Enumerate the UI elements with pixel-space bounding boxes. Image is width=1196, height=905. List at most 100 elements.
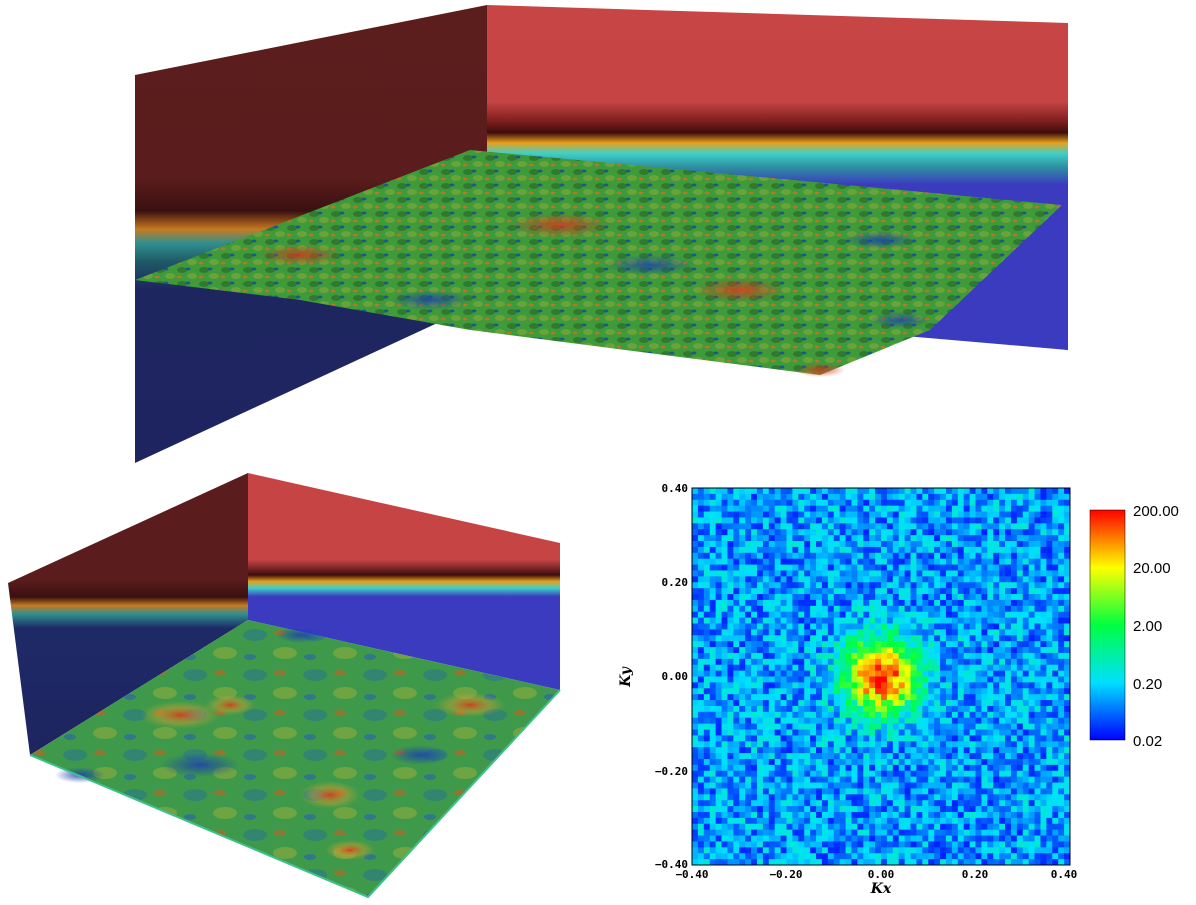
heatmap-cell xyxy=(892,570,900,577)
heatmap-cell xyxy=(993,623,1000,630)
heatmap-cell xyxy=(751,688,758,695)
heatmap-cell xyxy=(1052,493,1059,501)
heatmap-cell xyxy=(1052,800,1059,807)
heatmap-cell xyxy=(963,641,970,648)
heatmap-cell xyxy=(768,493,776,501)
heatmap-cell xyxy=(1005,670,1012,677)
plot-frame xyxy=(691,487,1071,866)
heatmap-cell xyxy=(827,611,835,618)
heatmap-cell xyxy=(863,535,870,542)
heatmap-cell xyxy=(739,623,746,630)
heatmap-cell xyxy=(816,558,823,565)
heatmap-cell xyxy=(999,694,1006,701)
heatmap-cell xyxy=(762,641,770,648)
heatmap-cell xyxy=(804,811,811,819)
heatmap-cell xyxy=(1046,676,1053,683)
heatmap-cell xyxy=(857,670,864,677)
heatmap-cell xyxy=(916,841,923,848)
heatmap-cell xyxy=(963,841,970,848)
heatmap-cell xyxy=(1005,658,1012,666)
heatmap-cell xyxy=(1005,800,1012,807)
heatmap-cell xyxy=(727,682,734,689)
heatmap-cell xyxy=(833,694,841,701)
heatmap-cell xyxy=(987,853,994,860)
heatmap-cell xyxy=(987,629,994,636)
heatmap-cell xyxy=(916,741,923,748)
heatmap-cell xyxy=(869,682,876,689)
heatmap-cell xyxy=(957,817,965,825)
heatmap-cell xyxy=(1016,611,1024,618)
heatmap-cell xyxy=(703,829,711,836)
heatmap-cell xyxy=(892,800,900,807)
heatmap-cell xyxy=(881,776,888,783)
heatmap-cell xyxy=(762,535,770,542)
heatmap-cell xyxy=(898,511,906,518)
heatmap-cell xyxy=(981,723,988,730)
heatmap-cell xyxy=(1040,723,1047,730)
heatmap-cell xyxy=(733,629,740,636)
heatmap-cell xyxy=(981,747,988,754)
heatmap-cell xyxy=(869,747,876,754)
heatmap-cell xyxy=(733,741,740,748)
heatmap-cell xyxy=(945,647,953,654)
heatmap-cell xyxy=(756,723,764,730)
heatmap-cell xyxy=(945,635,953,642)
heatmap-cell xyxy=(940,605,947,613)
heatmap-cell xyxy=(1058,670,1065,677)
heatmap-cell xyxy=(798,747,805,754)
heatmap-cell xyxy=(987,623,994,630)
heatmap-cell xyxy=(857,535,864,542)
heatmap-cell xyxy=(951,517,959,524)
heatmap-cell xyxy=(934,611,941,618)
heatmap-cell xyxy=(1005,605,1012,613)
heatmap-cell xyxy=(792,747,799,754)
heatmap-cell xyxy=(703,711,711,719)
heatmap-cell xyxy=(751,658,758,666)
heatmap-cell xyxy=(957,670,965,677)
heatmap-cell xyxy=(940,723,947,730)
heatmap-cell xyxy=(1022,776,1030,783)
heatmap-cell xyxy=(762,817,770,825)
heatmap-cell xyxy=(904,700,911,707)
heatmap-cell xyxy=(727,823,734,831)
heatmap-cell xyxy=(762,517,770,524)
heatmap-cell xyxy=(833,541,841,548)
heatmap-cell xyxy=(940,611,947,618)
heatmap-cell xyxy=(839,505,846,512)
heatmap-cell xyxy=(762,564,770,571)
heatmap-cell xyxy=(993,670,1000,677)
heatmap-cell xyxy=(975,605,982,613)
heatmap-cell xyxy=(916,723,923,730)
heatmap-cell xyxy=(751,488,758,495)
heatmap-cell xyxy=(827,700,835,707)
heatmap-cell xyxy=(839,811,846,819)
heatmap-cell xyxy=(922,635,929,642)
heatmap-cell xyxy=(703,841,711,848)
heatmap-cell xyxy=(951,741,959,748)
heatmap-cell xyxy=(774,564,781,571)
heatmap-cell xyxy=(821,811,829,819)
heatmap-cell xyxy=(963,806,970,813)
heatmap-cell xyxy=(1010,717,1018,725)
heatmap-cell xyxy=(692,705,699,713)
heatmap-cell xyxy=(969,741,976,748)
heatmap-cell xyxy=(798,723,805,730)
heatmap-cell xyxy=(786,611,793,618)
heatmap-cell xyxy=(999,599,1006,607)
heatmap-cell xyxy=(762,652,770,660)
heatmap-cell xyxy=(1058,505,1065,512)
heatmap-cell xyxy=(756,505,764,512)
heatmap-cell xyxy=(910,576,917,583)
heatmap-cell xyxy=(810,541,817,548)
colorbar-label: 200.00 xyxy=(1133,503,1179,520)
heatmap-cell xyxy=(886,552,894,560)
heatmap-cell xyxy=(863,694,870,701)
heatmap-cell xyxy=(810,588,817,595)
heatmap-cell xyxy=(886,658,894,666)
heatmap-cell xyxy=(922,511,929,518)
heatmap-cell xyxy=(916,753,923,760)
heatmap-cell xyxy=(780,611,787,618)
heatmap-cell xyxy=(709,605,717,613)
heatmap-cell xyxy=(1040,717,1047,725)
heatmap-cell xyxy=(910,806,917,813)
